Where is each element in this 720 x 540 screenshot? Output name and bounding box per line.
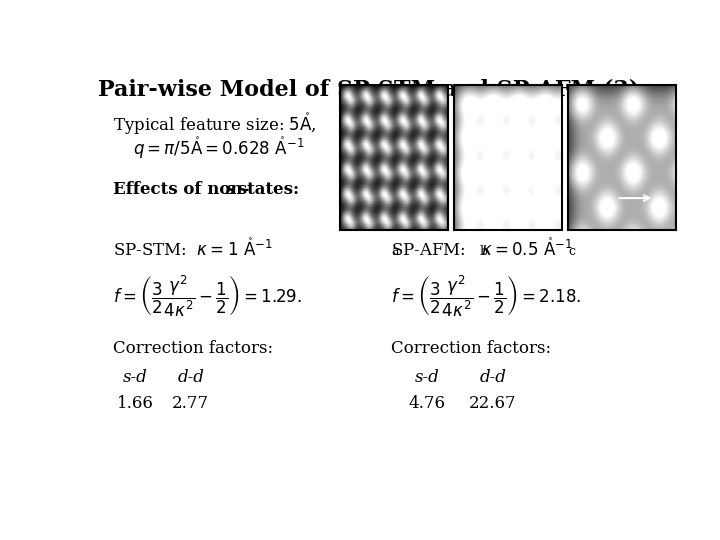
Text: SP-AFM:   $\kappa = 0.5\ \mathring{\mathrm{A}}^{-1}$: SP-AFM: $\kappa = 0.5\ \mathring{\mathrm… <box>391 239 572 260</box>
Text: b: b <box>480 245 487 258</box>
Text: $f = \left(\dfrac{3}{2}\dfrac{\gamma^2}{4\kappa^2} - \dfrac{1}{2}\right) = 1.29.: $f = \left(\dfrac{3}{2}\dfrac{\gamma^2}{… <box>113 273 302 319</box>
Text: Effects of non-: Effects of non- <box>113 181 250 198</box>
Text: 2.77: 2.77 <box>172 395 210 412</box>
Text: Correction factors:: Correction factors: <box>113 340 274 356</box>
Text: s-d: s-d <box>122 369 148 386</box>
Text: s-d: s-d <box>415 369 439 386</box>
Text: d-d: d-d <box>177 369 204 386</box>
Text: Correction factors:: Correction factors: <box>391 340 551 356</box>
Text: $f = \left(\dfrac{3}{2}\dfrac{\gamma^2}{4\kappa^2} - \dfrac{1}{2}\right) = 2.18.: $f = \left(\dfrac{3}{2}\dfrac{\gamma^2}{… <box>391 273 581 319</box>
Text: 1.66: 1.66 <box>117 395 153 412</box>
Text: Typical feature size: $5\mathring{\mathrm{A}}$,: Typical feature size: $5\mathring{\mathr… <box>113 111 317 137</box>
Text: 22.67: 22.67 <box>469 395 517 412</box>
Text: SP-STM:  $\kappa = 1\ \mathring{\mathrm{A}}^{-1}$: SP-STM: $\kappa = 1\ \mathring{\mathrm{A… <box>113 239 273 260</box>
Text: a: a <box>392 245 399 258</box>
Text: Pair-wise Model of SP-STM and SP-AFM (3): Pair-wise Model of SP-STM and SP-AFM (3) <box>99 78 639 100</box>
Text: c: c <box>569 245 575 258</box>
Text: s: s <box>225 181 234 198</box>
Text: states:: states: <box>232 181 299 198</box>
Text: 4.76: 4.76 <box>409 395 446 412</box>
Text: d-d: d-d <box>480 369 506 386</box>
Text: $q = \pi/5\mathring{\mathrm{A}} = 0.628\ \mathring{\mathrm{A}}^{-1}$: $q = \pi/5\mathring{\mathrm{A}} = 0.628\… <box>132 135 305 161</box>
